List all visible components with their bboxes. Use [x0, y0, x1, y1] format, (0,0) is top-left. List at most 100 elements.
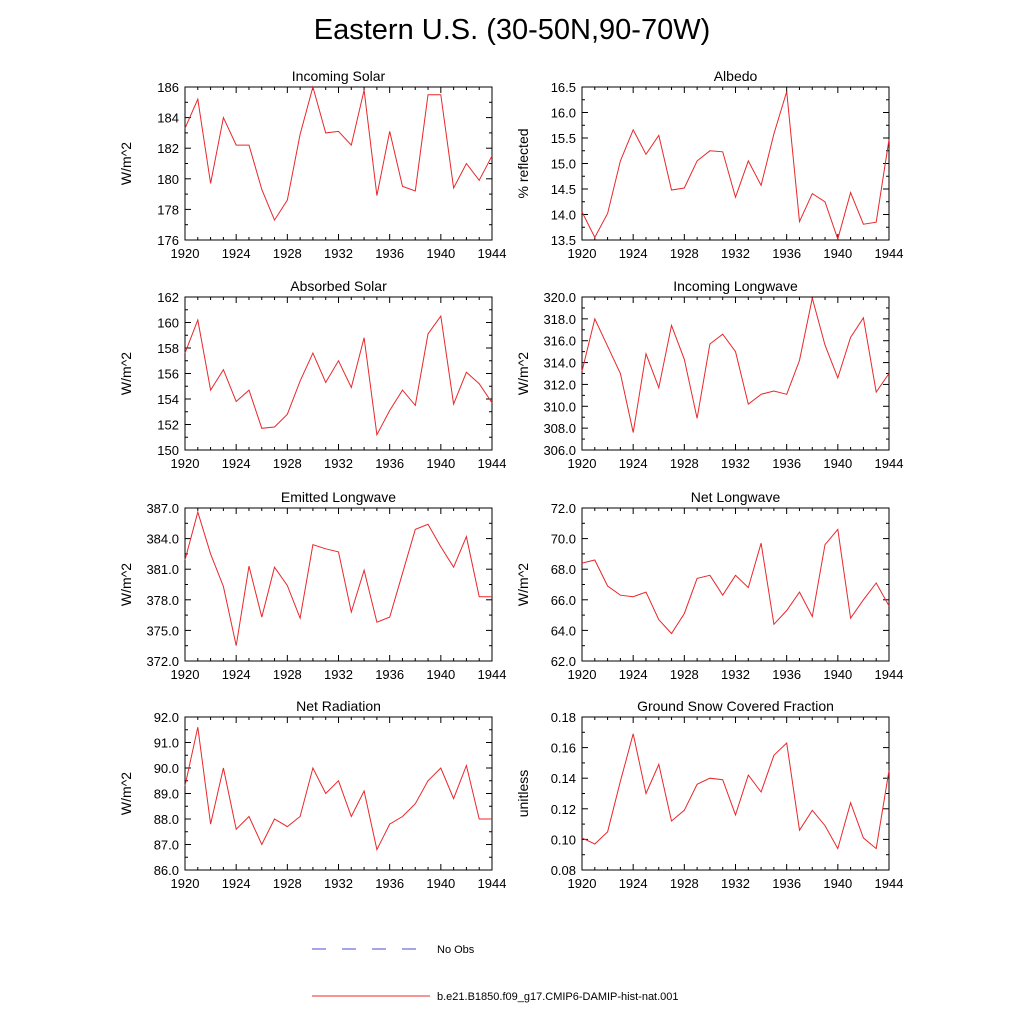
albedo-xtick-label: 1928 — [670, 246, 699, 261]
absorbed-solar-ytick-label: 150 — [157, 443, 179, 458]
albedo-title: Albedo — [714, 68, 758, 84]
incoming-solar-ytick-label: 180 — [157, 172, 179, 187]
incoming-solar-xtick-label: 1944 — [478, 246, 507, 261]
emitted-longwave-ytick-label: 372.0 — [146, 654, 179, 669]
absorbed-solar-ytick-label: 152 — [157, 418, 179, 433]
net-radiation-ytick-label: 87.0 — [154, 838, 179, 853]
net-radiation-xtick-label: 1924 — [222, 876, 251, 891]
ground-snow-covered-fraction-xtick-label: 1932 — [721, 876, 750, 891]
legend: No Obs b.e21.B1850.f09_g17.CMIP6-DAMIP-hi… — [312, 944, 679, 1003]
emitted-longwave-xtick-label: 1940 — [426, 667, 455, 682]
net-radiation-xtick-label: 1928 — [273, 876, 302, 891]
albedo-xtick-label: 1936 — [772, 246, 801, 261]
incoming-longwave-ytick-label: 308.0 — [543, 421, 576, 436]
incoming-longwave-ytick-label: 306.0 — [543, 443, 576, 458]
net-longwave-frame — [581, 507, 890, 662]
ground-snow-covered-fraction-ylabel: unitless — [515, 770, 531, 817]
figure-title: Eastern U.S. (30-50N,90-70W) — [313, 14, 711, 46]
net-radiation-series-line — [184, 727, 492, 852]
ground-snow-covered-fraction-ytick-label: 0.16 — [551, 741, 576, 756]
absorbed-solar-ytick-label: 158 — [157, 341, 179, 356]
incoming-solar-ylabel: W/m^2 — [118, 142, 134, 185]
emitted-longwave-xtick-label: 1924 — [222, 667, 251, 682]
emitted-longwave-xtick-label: 1932 — [324, 667, 353, 682]
incoming-longwave-xtick-label: 1932 — [721, 456, 750, 471]
incoming-solar-title: Incoming Solar — [292, 68, 386, 84]
net-longwave-ytick-label: 62.0 — [551, 654, 576, 669]
incoming-longwave-xtick-label: 1940 — [823, 456, 852, 471]
net-radiation-ytick-label: 91.0 — [154, 736, 179, 751]
incoming-solar-xtick-label: 1932 — [324, 246, 353, 261]
emitted-longwave-ytick-label: 387.0 — [146, 501, 179, 516]
ground-snow-covered-fraction-xtick-label: 1944 — [875, 876, 904, 891]
panel-incoming-solar: Incoming Solar W/m^2 1920 1924 1928 1932 1936 1… — [118, 68, 506, 261]
net-longwave-xtick-label: 1944 — [875, 667, 904, 682]
emitted-longwave-ytick-label: 375.0 — [146, 623, 179, 638]
net-radiation-ytick-label: 90.0 — [154, 761, 179, 776]
incoming-solar-xtick-label: 1928 — [273, 246, 302, 261]
emitted-longwave-xtick-label: 1944 — [478, 667, 507, 682]
legend-label-1: No Obs — [437, 944, 475, 956]
incoming-longwave-ytick-label: 318.0 — [543, 312, 576, 327]
net-radiation-title: Net Radiation — [296, 698, 381, 714]
albedo-ytick-label: 16.5 — [551, 80, 576, 95]
net-radiation-xtick-label: 1944 — [478, 876, 507, 891]
albedo-ytick-label: 14.0 — [551, 208, 576, 223]
net-radiation-ylabel: W/m^2 — [118, 772, 134, 815]
incoming-longwave-xtick-label: 1944 — [875, 456, 904, 471]
net-longwave-xtick-label: 1940 — [823, 667, 852, 682]
net-longwave-ytick-label: 64.0 — [551, 623, 576, 638]
ground-snow-covered-fraction-ytick-label: 0.10 — [551, 832, 576, 847]
incoming-solar-ytick-label: 184 — [157, 111, 179, 126]
panel-net-longwave: Net Longwave W/m^2 1920 1924 1928 1932 1936 194… — [515, 489, 903, 682]
absorbed-solar-xtick-label: 1944 — [478, 456, 507, 471]
net-longwave-title: Net Longwave — [691, 489, 781, 505]
incoming-longwave-series-line — [581, 297, 890, 433]
albedo-ytick-label: 16.0 — [551, 106, 576, 121]
panel-absorbed-solar: Absorbed Solar W/m^2 1920 1924 1928 1932 1936 1… — [118, 278, 506, 471]
ground-snow-covered-fraction-ytick-label: 0.14 — [551, 771, 576, 786]
albedo-series-line — [581, 91, 890, 241]
albedo-xtick-label: 1920 — [568, 246, 597, 261]
albedo-ytick-label: 15.5 — [551, 131, 576, 146]
incoming-longwave-xtick-label: 1920 — [568, 456, 597, 471]
incoming-solar-ytick-label: 178 — [157, 202, 179, 217]
emitted-longwave-frame — [184, 507, 493, 662]
absorbed-solar-ytick-label: 154 — [157, 392, 179, 407]
panel-ground-snow-covered-fraction: Ground Snow Covered Fraction unitless 1920… — [515, 698, 903, 891]
absorbed-solar-xtick-label: 1924 — [222, 456, 251, 471]
panel-incoming-longwave: Incoming Longwave W/m^2 1920 1924 1928 1932 19… — [515, 278, 903, 471]
absorbed-solar-ytick-label: 160 — [157, 316, 179, 331]
emitted-longwave-xtick-label: 1936 — [375, 667, 404, 682]
albedo-ylabel: % reflected — [515, 128, 531, 198]
net-longwave-ytick-label: 66.0 — [551, 593, 576, 608]
incoming-solar-ytick-label: 186 — [157, 80, 179, 95]
albedo-frame — [581, 86, 890, 241]
net-longwave-xtick-label: 1924 — [619, 667, 648, 682]
absorbed-solar-xtick-label: 1936 — [375, 456, 404, 471]
ground-snow-covered-fraction-ytick-label: 0.18 — [551, 710, 576, 725]
net-longwave-ylabel: W/m^2 — [515, 563, 531, 606]
net-longwave-xtick-label: 1936 — [772, 667, 801, 682]
net-longwave-series-line — [581, 528, 890, 635]
emitted-longwave-ytick-label: 384.0 — [146, 532, 179, 547]
incoming-solar-ytick-label: 182 — [157, 141, 179, 156]
panel-net-radiation: Net Radiation W/m^2 1920 1924 1928 1932 1936 19… — [118, 698, 506, 891]
absorbed-solar-xtick-label: 1928 — [273, 456, 302, 471]
incoming-solar-frame — [184, 86, 493, 241]
albedo-xtick-label: 1932 — [721, 246, 750, 261]
incoming-longwave-title: Incoming Longwave — [673, 278, 798, 294]
ground-snow-covered-fraction-xtick-label: 1936 — [772, 876, 801, 891]
ground-snow-covered-fraction-title: Ground Snow Covered Fraction — [637, 698, 834, 714]
incoming-solar-xtick-label: 1920 — [171, 246, 200, 261]
ground-snow-covered-fraction-ytick-label: 0.08 — [551, 863, 576, 878]
albedo-xtick-label: 1924 — [619, 246, 648, 261]
legend-label-2: b.e21.B1850.f09_g17.CMIP6-DAMIP-hist-nat… — [437, 991, 679, 1003]
emitted-longwave-title: Emitted Longwave — [281, 489, 396, 505]
net-longwave-xtick-label: 1932 — [721, 667, 750, 682]
incoming-longwave-frame — [581, 296, 890, 451]
ground-snow-covered-fraction-xtick-label: 1940 — [823, 876, 852, 891]
albedo-ytick-label: 13.5 — [551, 233, 576, 248]
net-radiation-ytick-label: 86.0 — [154, 863, 179, 878]
